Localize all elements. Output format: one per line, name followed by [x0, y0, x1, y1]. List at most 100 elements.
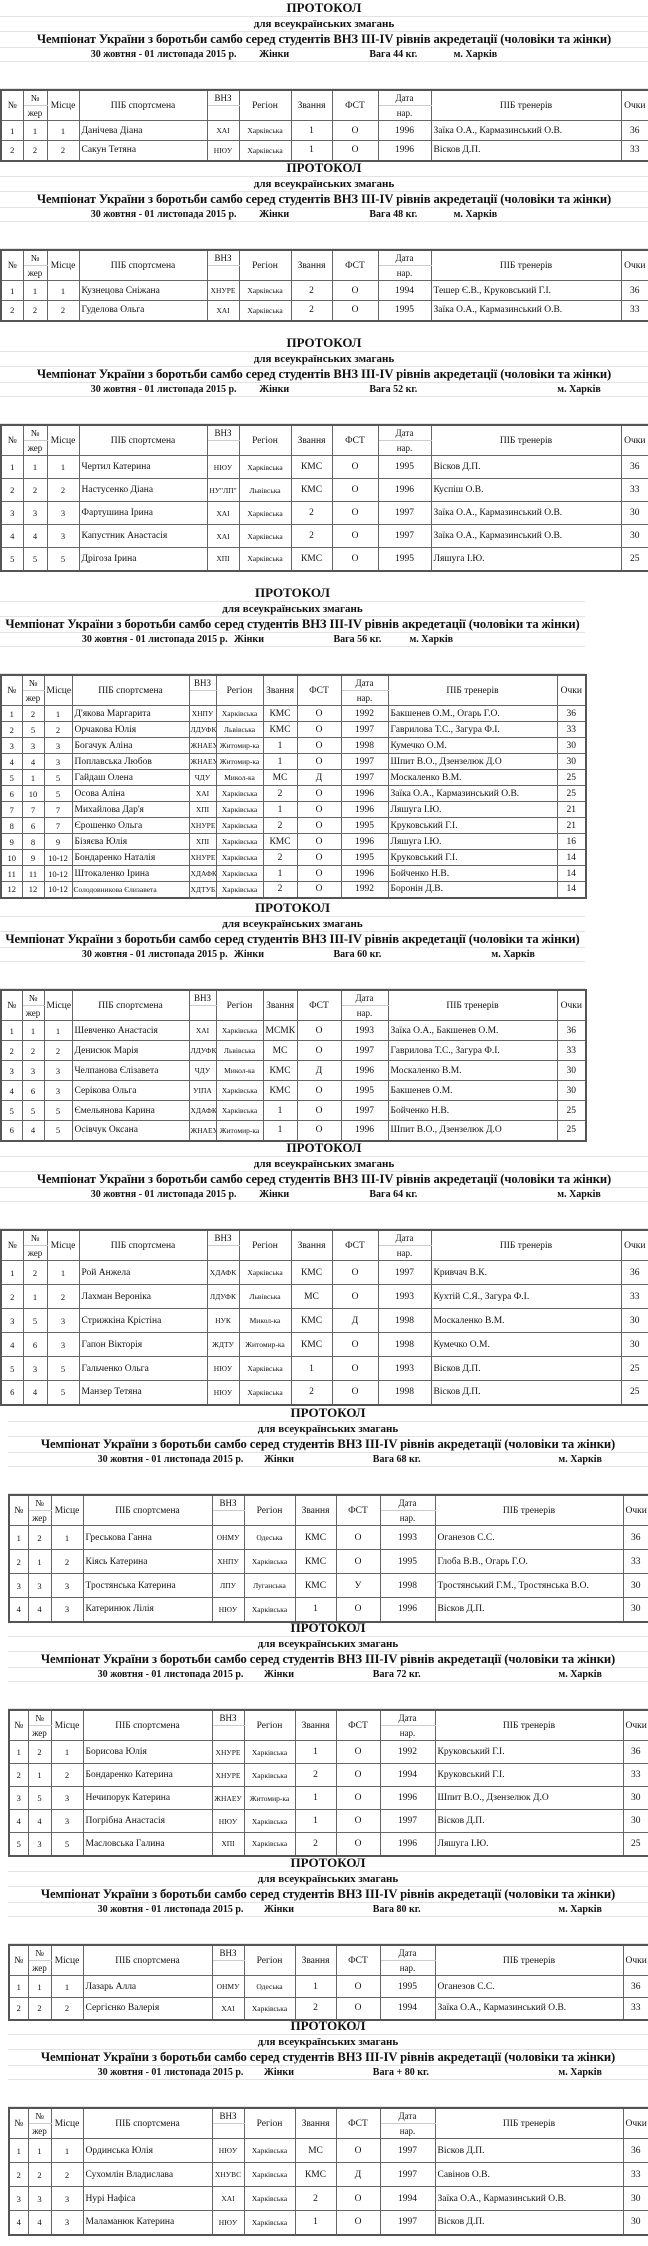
table-row: 4 6 3 Гапон Вікторія ЖДТУ Житомир-ка КМС О 1998 К… — [0, 1332, 648, 1357]
cell-region: Харківська — [243, 1997, 296, 2020]
cell-birth-year: 1994 — [377, 280, 432, 301]
cell-rank: 2 — [294, 1997, 337, 2020]
header-subrow: жер нар. — [9, 2123, 648, 2139]
cell-place: 1 — [46, 280, 80, 301]
table-row: 8 6 7 Єрошенко Ольга ХНУРЕ Харківська 2 О 1995 Кр… — [0, 817, 587, 834]
gender-category: Жінки — [234, 949, 264, 960]
header-birth-year-sub: нар. — [377, 440, 432, 456]
cell-birth-year: 1996 — [340, 833, 389, 850]
cell-birth-year: 1997 — [340, 721, 389, 738]
cell-points: 33 — [556, 1040, 587, 1061]
header-university: ВНЗ — [211, 2107, 245, 2124]
cell-birth-year: 1993 — [377, 1284, 432, 1309]
cell-fst: О — [296, 881, 342, 898]
cell-points: 36 — [620, 1260, 648, 1285]
weight-category: Вага 68 кг. — [372, 1454, 421, 1465]
header-birth-year-sub: нар. — [379, 1960, 436, 1976]
cell-university: ХНУРЕ — [206, 280, 240, 301]
cell-athlete-name: Михайлова Дар'я — [71, 801, 190, 818]
cell-rank: 1 — [294, 1809, 337, 1833]
cell-jersey: 2 — [22, 140, 48, 161]
cell-region: Харківська — [238, 455, 292, 479]
cell-coaches: Вісков Д.П. — [430, 1356, 622, 1381]
cell-region: Житомир-ка — [215, 737, 264, 754]
protocol-title: ПРОТОКОЛ — [8, 1620, 648, 1637]
cell-birth-year: 1994 — [379, 1763, 436, 1787]
cell-fst: О — [296, 1120, 342, 1141]
table-row: 3 3 3 Нурі Нафіса ХАІ Харківська 2 О 1994 Заїка О… — [8, 2186, 648, 2211]
protocol-subtitle: для всеукраїнських змагань — [0, 602, 585, 617]
header-birth-year: Дата — [379, 2107, 436, 2124]
cell-athlete-name: Гайдаш Олена — [71, 769, 190, 786]
header-athlete-name: ПІБ спортсмена — [78, 424, 208, 456]
blank-row — [8, 1917, 648, 1944]
cell-place: 3 — [50, 1809, 84, 1833]
header-birth-year: Дата — [379, 1709, 436, 1726]
cell-num: 2 — [8, 1549, 29, 1574]
cell-university: ОНМУ — [211, 1975, 245, 1998]
header-subrow: жер нар. — [1, 105, 648, 121]
header-jersey: № — [27, 1944, 52, 1961]
cell-birth-year: 1996 — [377, 140, 432, 161]
cell-place: 5 — [43, 1100, 73, 1121]
header-coaches: ПІБ тренерів — [387, 989, 558, 1021]
header-athlete-name: ПІБ спортсмена — [78, 89, 208, 121]
cell-num: 6 — [0, 1120, 23, 1141]
header-birth-year-sub: нар. — [379, 2123, 436, 2139]
cell-jersey: 2 — [22, 300, 48, 321]
header-num: № — [0, 89, 24, 121]
cell-coaches: Вісков Д.П. — [430, 1380, 622, 1405]
header-jersey-sub: жер — [27, 2123, 52, 2139]
cell-num: 1 — [0, 455, 24, 479]
cell-points: 25 — [556, 785, 587, 802]
cell-rank: 2 — [290, 501, 333, 525]
cell-university: ЛДУФК — [188, 1040, 217, 1061]
cell-coaches: Бакшенев О.М. — [387, 1080, 558, 1101]
event-date: 30 жовтня - 01 листопада 2015 р. — [97, 1669, 244, 1680]
cell-coaches: Ляшуга І.Ю. — [387, 833, 558, 850]
header-subrow: жер нар. — [1, 690, 586, 706]
cell-region: Харківська — [238, 524, 292, 548]
cell-fst: О — [296, 801, 342, 818]
cell-birth-year: 1997 — [379, 2210, 436, 2235]
cell-jersey: 4 — [27, 1809, 52, 1833]
cell-fst: О — [335, 2138, 381, 2163]
cell-rank: 1 — [294, 1975, 337, 1998]
table-row: 4 4 3 Маламанюк Катерина НЮУ Харківська 1 О 1997… — [8, 2210, 648, 2235]
cell-points: 36 — [556, 705, 587, 722]
cell-athlete-name: Гапон Вікторія — [78, 1332, 208, 1357]
cell-birth-year: 1995 — [340, 817, 389, 834]
header-university: ВНЗ — [206, 1229, 240, 1246]
cell-num: 2 — [8, 1997, 29, 2020]
cell-points: 33 — [622, 1549, 648, 1574]
table-row: 4 4 3 Катеринюк Лілія НЮУ Харківська 1 О 1996 Віс… — [8, 1597, 648, 1622]
header-fst: ФСТ — [335, 1944, 381, 1976]
cell-fst: О — [331, 300, 379, 321]
cell-athlete-name: Гальченко Ольга — [78, 1356, 208, 1381]
cell-athlete-name: Греськова Ганна — [82, 1525, 213, 1550]
cell-region: Харківська — [243, 1763, 296, 1787]
cell-birth-year: 1996 — [377, 120, 432, 141]
championship-title: Чемпіонат України з боротьби самбо серед… — [0, 192, 648, 208]
cell-university: ХАІ — [211, 2186, 245, 2211]
cell-fst: О — [296, 1080, 342, 1101]
header-region: Регіон — [243, 1709, 296, 1741]
cell-university: ХДАФК — [188, 865, 217, 882]
header-university: ВНЗ — [188, 674, 217, 691]
cell-rank: 2 — [262, 785, 298, 802]
cell-university: УІПА — [188, 1080, 217, 1101]
cell-place: 2 — [46, 140, 80, 161]
header-place: Місце — [50, 1494, 84, 1526]
header-num: № — [0, 424, 24, 456]
header-university: ВНЗ — [206, 89, 240, 106]
cell-num: 3 — [0, 501, 24, 525]
cell-jersey: 1 — [22, 280, 48, 301]
cell-num: 3 — [0, 1060, 23, 1081]
gender-category: Жінки — [264, 1669, 294, 1680]
header-coaches: ПІБ тренерів — [430, 1229, 622, 1261]
cell-jersey: 2 — [21, 705, 45, 722]
cell-fst: О — [335, 1997, 381, 2020]
cell-place: 3 — [43, 737, 73, 754]
cell-jersey: 4 — [22, 1380, 48, 1405]
cell-num: 1 — [0, 705, 23, 722]
